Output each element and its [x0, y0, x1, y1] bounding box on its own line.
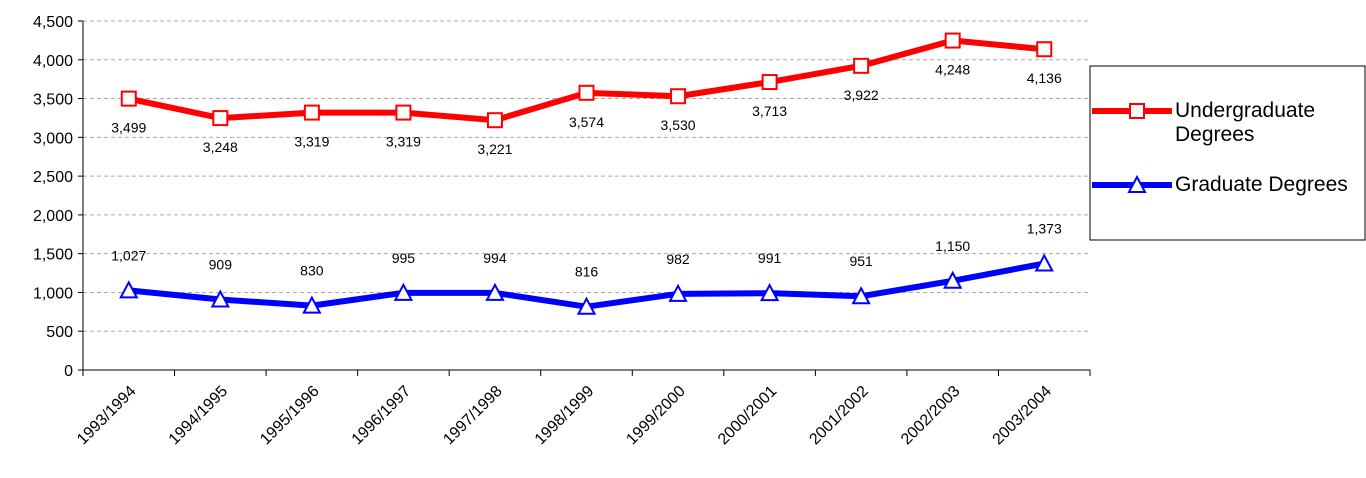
- value-label: 3,319: [386, 134, 421, 150]
- point: [668, 283, 688, 302]
- point: [303, 104, 320, 121]
- x-tick-label: 1996/1997: [349, 383, 415, 449]
- point: [395, 104, 412, 121]
- y-tick-label: 3,500: [33, 92, 73, 109]
- y-tick-label: 1,500: [33, 247, 73, 264]
- point: [120, 90, 137, 107]
- legend-box: [1089, 65, 1366, 241]
- point: [576, 296, 597, 315]
- series-line: [128, 37, 1045, 124]
- value-label: 4,248: [935, 62, 970, 78]
- point: [1036, 41, 1053, 58]
- value-label: 1,150: [935, 238, 970, 254]
- y-tick-label: 2,500: [33, 169, 73, 186]
- point: [670, 88, 687, 105]
- point: [212, 110, 229, 127]
- value-label: 3,530: [661, 117, 696, 133]
- x-tick-label: 1995/1996: [257, 383, 323, 449]
- value-label: 816: [575, 264, 599, 280]
- point: [302, 295, 322, 314]
- value-label: 4,136: [1027, 70, 1062, 86]
- value-label: 3,319: [294, 134, 329, 150]
- x-tick-label: 1997/1998: [440, 383, 506, 449]
- point: [485, 282, 505, 301]
- y-tick-label: 2,000: [33, 208, 73, 225]
- value-label: 995: [392, 250, 416, 266]
- y-tick-label: 500: [46, 324, 73, 341]
- value-label: 951: [849, 253, 873, 269]
- legend-label: Undergraduate Degrees: [1175, 99, 1316, 146]
- point: [393, 282, 414, 301]
- point: [853, 57, 870, 74]
- value-label: 982: [666, 251, 690, 267]
- value-label: 3,221: [477, 141, 512, 157]
- value-label: 991: [758, 250, 782, 266]
- point: [1034, 253, 1054, 272]
- y-tick-label: 4,000: [33, 53, 73, 70]
- value-label: 3,922: [844, 87, 879, 103]
- value-label: 994: [483, 250, 507, 266]
- point: [486, 112, 503, 129]
- legend-label: Graduate Degrees: [1175, 173, 1348, 196]
- legend-marker: [1129, 103, 1145, 119]
- point: [944, 32, 961, 49]
- x-tick-label: 1999/2000: [623, 383, 689, 449]
- x-tick-label: 2002/2003: [898, 383, 964, 449]
- value-label: 830: [300, 263, 324, 279]
- point: [759, 283, 780, 302]
- x-tick-label: 2003/2004: [990, 383, 1056, 449]
- x-tick-label: 1993/1994: [74, 383, 140, 449]
- point: [761, 74, 778, 91]
- y-tick-label: 0: [64, 363, 73, 380]
- value-label: 909: [209, 257, 233, 273]
- x-tick-label: 2000/2001: [715, 383, 781, 449]
- value-label: 3,248: [203, 139, 238, 155]
- value-label: 1,373: [1027, 221, 1062, 237]
- x-tick-label: 1998/1999: [532, 383, 598, 449]
- value-label: 1,027: [111, 247, 146, 263]
- point: [851, 286, 871, 305]
- value-label: 3,574: [569, 114, 604, 130]
- y-tick-label: 1,000: [33, 285, 73, 302]
- y-tick-label: 4,500: [33, 14, 73, 31]
- y-tick-label: 3,000: [33, 130, 73, 147]
- point: [119, 280, 139, 299]
- x-tick-label: 2001/2002: [806, 383, 872, 449]
- x-tick-label: 1994/1995: [166, 383, 232, 449]
- value-label: 3,713: [752, 103, 787, 119]
- point: [578, 84, 595, 101]
- value-label: 3,499: [111, 120, 146, 136]
- legend-marker: [1127, 174, 1147, 193]
- point: [943, 270, 963, 289]
- point: [210, 289, 230, 308]
